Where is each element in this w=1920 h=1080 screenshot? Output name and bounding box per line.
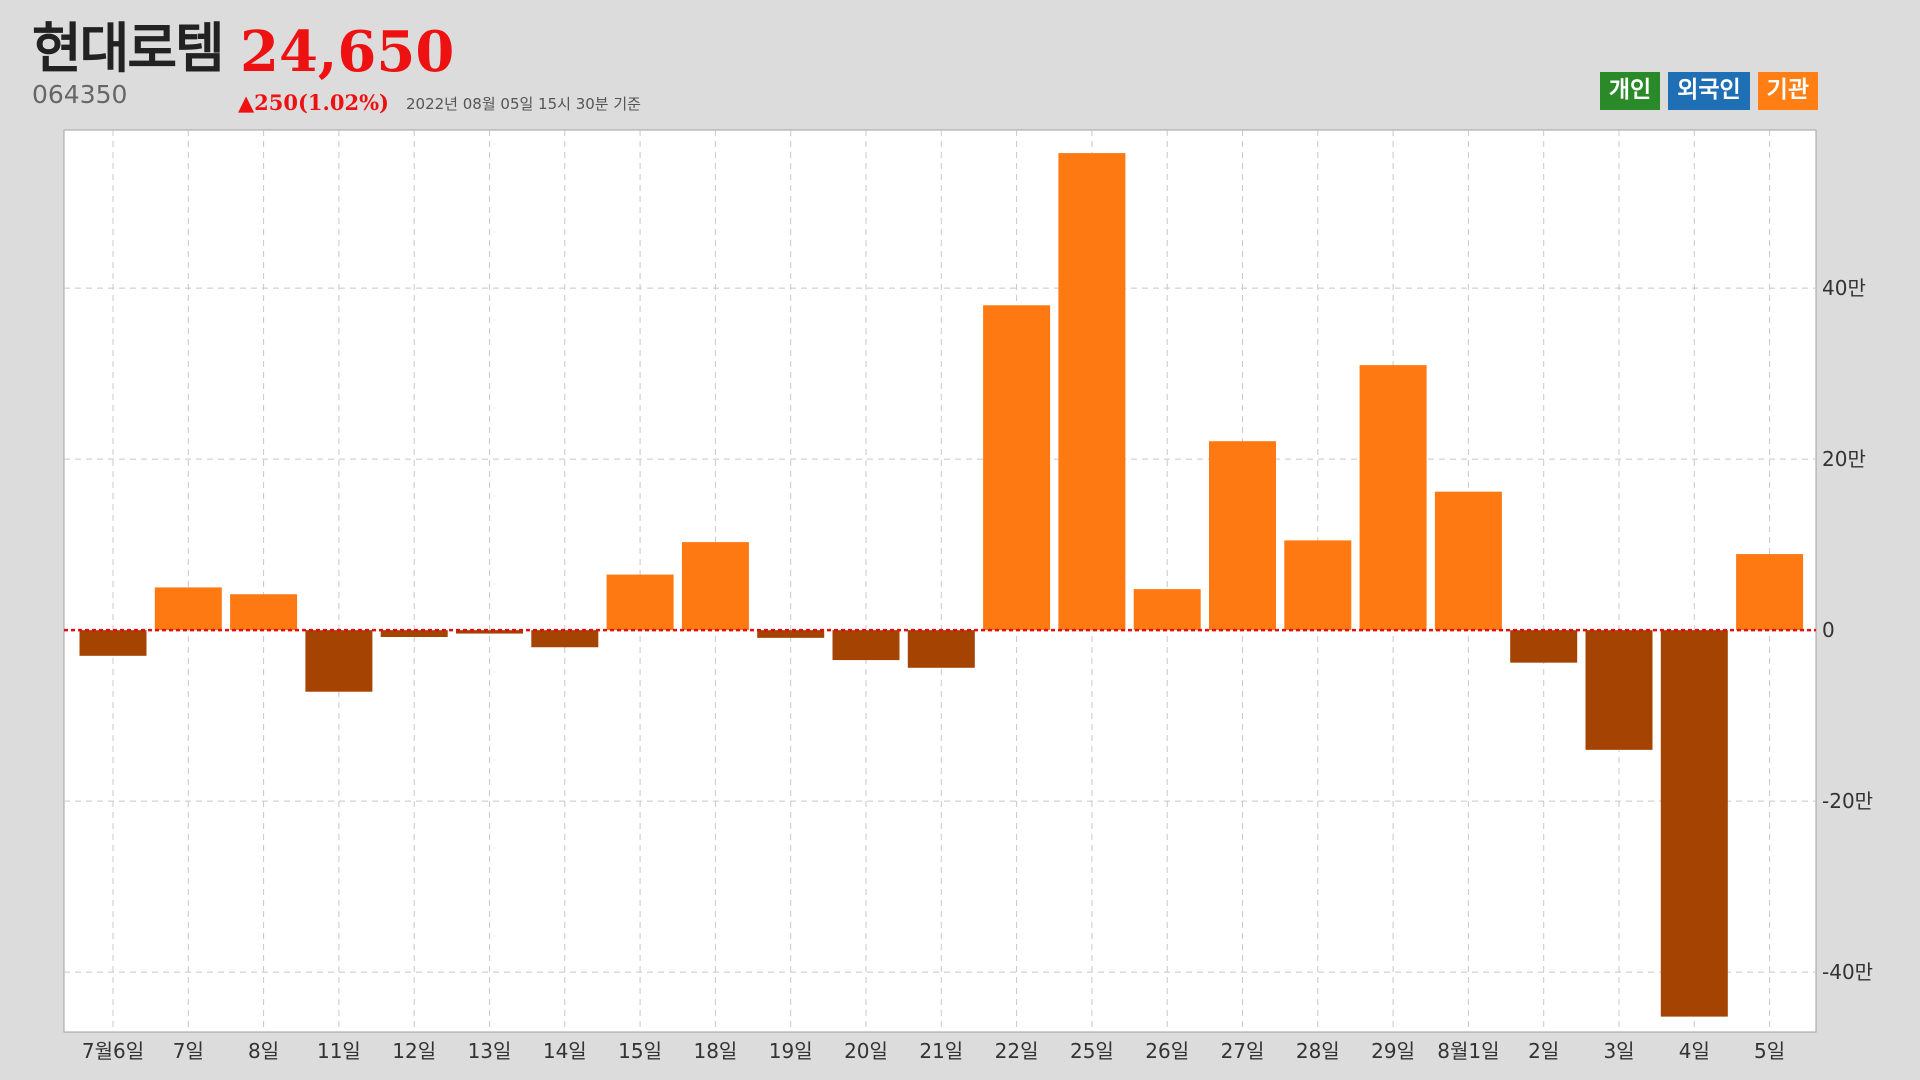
bar <box>456 630 523 634</box>
x-tick-label: 12일 <box>392 1039 436 1063</box>
x-tick-label: 5일 <box>1754 1039 1785 1063</box>
x-tick-label: 29일 <box>1371 1039 1415 1063</box>
x-tick-label: 21일 <box>919 1039 963 1063</box>
plot-area <box>63 129 1817 1033</box>
stock-price: 24,650 <box>240 19 455 85</box>
bar <box>531 630 599 648</box>
x-tick-label: 25일 <box>1070 1039 1114 1063</box>
bar <box>1510 630 1578 663</box>
bar <box>380 630 448 638</box>
x-tick-label: 15일 <box>618 1039 662 1063</box>
x-tick-label: 22일 <box>995 1039 1039 1063</box>
legend-foreign-button[interactable]: 외국인 <box>1668 72 1750 110</box>
bar <box>757 630 825 638</box>
bar <box>1585 630 1653 750</box>
x-tick-label: 4일 <box>1679 1039 1710 1063</box>
x-tick-label: 26일 <box>1145 1039 1189 1063</box>
bar <box>1359 365 1427 631</box>
bar <box>681 542 749 631</box>
bar <box>832 630 900 661</box>
timestamp: 2022년 08월 05일 15시 30분 기준 <box>406 95 641 113</box>
legend-institution-button[interactable]: 기관 <box>1757 72 1818 110</box>
bar <box>1736 554 1804 631</box>
x-tick-label: 7일 <box>173 1039 204 1063</box>
x-tick-label: 11일 <box>317 1039 361 1063</box>
x-tick-label: 20일 <box>844 1039 888 1063</box>
bar <box>1434 491 1502 631</box>
legend: 개인 외국인 기관 <box>1599 72 1818 110</box>
x-tick-label: 13일 <box>468 1039 512 1063</box>
bar <box>1284 540 1352 631</box>
bar <box>1660 630 1728 1017</box>
x-tick-label: 14일 <box>543 1039 587 1063</box>
y-tick-label: -40만 <box>1822 960 1873 984</box>
bar <box>1209 441 1276 631</box>
stock-code: 064350 <box>32 80 128 109</box>
legend-individual-button[interactable]: 개인 <box>1599 72 1661 110</box>
price-change: ▲250(1.02%) <box>238 90 389 115</box>
bar <box>79 630 147 656</box>
y-tick-label: -20만 <box>1822 789 1873 813</box>
x-tick-label: 19일 <box>769 1039 813 1063</box>
y-tick-label: 40만 <box>1822 276 1866 300</box>
x-tick-label: 8월1일 <box>1437 1039 1499 1063</box>
bar <box>606 574 674 631</box>
x-tick-label: 28일 <box>1296 1039 1340 1063</box>
bar <box>1133 589 1201 631</box>
x-tick-label: 2일 <box>1528 1039 1559 1063</box>
bar <box>1058 153 1126 631</box>
y-tick-label: 20만 <box>1822 447 1866 471</box>
x-tick-label: 8일 <box>248 1039 279 1063</box>
stock-name: 현대로템 <box>32 17 225 80</box>
bar <box>907 630 975 668</box>
bar <box>983 305 1051 631</box>
bar <box>230 594 298 631</box>
x-tick-label: 7월6일 <box>82 1039 144 1063</box>
x-tick-label: 18일 <box>693 1039 737 1063</box>
x-tick-label: 27일 <box>1221 1039 1265 1063</box>
x-tick-label: 3일 <box>1603 1039 1634 1063</box>
bar <box>305 630 373 692</box>
bar <box>154 587 222 631</box>
y-tick-label: 0 <box>1822 618 1835 642</box>
